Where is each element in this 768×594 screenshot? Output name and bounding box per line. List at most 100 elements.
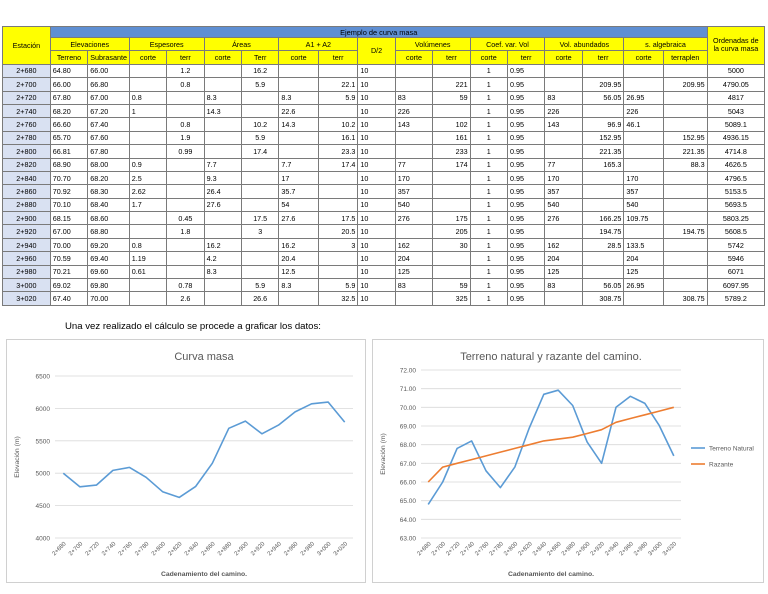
table-cell: 67.00 bbox=[49, 224, 89, 239]
table-cell: 276 bbox=[394, 211, 434, 226]
table-cell: 10 bbox=[357, 291, 396, 306]
mass-curve-chart: Curva masa 4000 4500 5000 5500 6000 6500 2+680 2… bbox=[6, 339, 366, 583]
x-tick-label: 2+720 bbox=[85, 541, 102, 558]
table-cell: 67.00 bbox=[87, 90, 130, 105]
table-cell: 1 bbox=[469, 237, 508, 253]
table-cell: 209.95 bbox=[581, 77, 625, 92]
table-cell: 32.5 bbox=[317, 291, 359, 306]
x-axis-label: Cadenamiento del camino. bbox=[508, 571, 594, 578]
table-cell: 143 bbox=[544, 117, 583, 132]
table-cell: 35.7 bbox=[278, 184, 319, 199]
table-cell: 68.20 bbox=[87, 170, 130, 186]
station-cell: 2+720 bbox=[2, 90, 51, 105]
table-cell bbox=[394, 77, 434, 92]
y-tick-label: 64.00 bbox=[400, 517, 417, 524]
subheader-cell: terr bbox=[317, 50, 359, 65]
table-cell: 1 bbox=[469, 63, 508, 79]
table-cell: 276 bbox=[544, 211, 583, 226]
x-tick-label: 2+860 bbox=[546, 541, 563, 558]
subheader-cell: Terr bbox=[240, 50, 280, 65]
table-cell: 0.95 bbox=[506, 90, 546, 105]
table-cell: 27.6 bbox=[203, 197, 242, 213]
x-tick-label: 2+780 bbox=[134, 541, 151, 558]
table-cell bbox=[394, 291, 434, 306]
table-cell: 26.95 bbox=[623, 278, 664, 293]
table-cell: 69.02 bbox=[49, 278, 89, 293]
table-cell: 10 bbox=[357, 130, 396, 146]
table-cell: 1 bbox=[469, 184, 508, 199]
table-cell: 68.40 bbox=[87, 197, 130, 213]
table-cell: 10 bbox=[357, 197, 396, 213]
table-cell bbox=[128, 278, 168, 293]
table-row: 2+960 70.59 69.40 1.19 4.2 20.4 10 204 1 0.95 204 2… bbox=[2, 251, 766, 266]
table-cell: 10 bbox=[357, 63, 396, 79]
series-line-0 bbox=[427, 389, 675, 505]
table-cell bbox=[662, 117, 708, 132]
table-cell: 194.75 bbox=[581, 224, 625, 239]
table-cell: 68.80 bbox=[87, 224, 130, 239]
y-tick-label: 65.00 bbox=[400, 498, 417, 505]
table-cell: 0.99 bbox=[166, 144, 205, 159]
table-cell bbox=[662, 170, 708, 186]
subheader-cell: terr bbox=[581, 50, 625, 65]
table-cell: 233 bbox=[432, 144, 471, 159]
table-cell: 0.95 bbox=[506, 197, 546, 213]
table-row: 2+800 66.81 67.80 0.99 17.4 23.3 10 233 1 0.95 221… bbox=[2, 144, 766, 159]
table-cell bbox=[544, 130, 583, 146]
table-cell bbox=[623, 224, 664, 239]
table-cell: 10 bbox=[357, 237, 396, 253]
x-tick-label: 2+680 bbox=[416, 541, 433, 558]
table-cell: 1 bbox=[469, 170, 508, 186]
y-tick-label: 66.00 bbox=[400, 480, 417, 487]
subheader-cell: terraplen bbox=[662, 50, 708, 65]
station-cell: 2+960 bbox=[2, 251, 51, 266]
table-cell: 221.35 bbox=[662, 144, 708, 159]
x-tick-label: 2+740 bbox=[101, 541, 118, 558]
table-cell bbox=[544, 77, 583, 92]
table-cell: 162 bbox=[544, 237, 583, 253]
series-line-0 bbox=[62, 401, 346, 499]
table-cell bbox=[662, 184, 708, 199]
table-cell: 69.20 bbox=[87, 237, 130, 253]
table-cell: 2.5 bbox=[128, 170, 168, 186]
y-tick-label: 67.00 bbox=[400, 461, 417, 468]
y-tick-label: 72.00 bbox=[400, 368, 417, 375]
table-cell: 88.3 bbox=[662, 157, 708, 172]
station-cell: 3+020 bbox=[2, 291, 51, 306]
table-cell bbox=[432, 251, 471, 266]
table-cell: 69.60 bbox=[87, 264, 130, 280]
table-cell: 2.62 bbox=[128, 184, 168, 199]
x-tick-label: 2+720 bbox=[445, 541, 462, 558]
table-cell: 10 bbox=[357, 251, 396, 266]
table-cell: 67.40 bbox=[87, 117, 130, 132]
table-cell: 59 bbox=[432, 278, 471, 293]
station-cell: 2+840 bbox=[2, 170, 51, 186]
table-cell: 69.40 bbox=[87, 251, 130, 266]
station-cell: 2+680 bbox=[2, 63, 51, 79]
table-cell bbox=[128, 224, 168, 239]
y-tick-label: 70.00 bbox=[400, 405, 417, 412]
subheader-cell: corte bbox=[128, 50, 168, 65]
table-cell: 26.95 bbox=[623, 90, 664, 105]
x-tick-label: 3+020 bbox=[333, 541, 350, 558]
table-cell bbox=[581, 264, 625, 280]
table-cell: 308.75 bbox=[662, 291, 708, 306]
table-cell bbox=[662, 251, 708, 266]
table-cell bbox=[623, 157, 664, 172]
table-cell bbox=[432, 184, 471, 199]
table-row: 2+920 67.00 68.80 1.8 3 20.5 10 205 1 0.95 194.75 1… bbox=[2, 224, 766, 239]
table-cell: 83 bbox=[544, 278, 583, 293]
legend-label: Terreno Natural bbox=[709, 446, 754, 453]
group-header-areas: Áreas bbox=[203, 36, 280, 52]
group-header-thickness: Espesores bbox=[128, 36, 205, 52]
table-cell: 5153.5 bbox=[706, 184, 766, 199]
table-cell bbox=[203, 291, 242, 306]
table-row: 2+860 70.92 68.30 2.62 26.4 35.7 10 357 1 0.95 357… bbox=[2, 184, 766, 199]
table-cell: 7.7 bbox=[203, 157, 242, 172]
group-header-area-sum: A1 + A2 bbox=[278, 36, 359, 52]
table-cell bbox=[662, 63, 708, 79]
table-cell: 5608.5 bbox=[706, 224, 766, 239]
table-cell: 4796.5 bbox=[706, 170, 766, 186]
table-cell: 17 bbox=[278, 170, 319, 186]
station-cell: 2+980 bbox=[2, 264, 51, 280]
